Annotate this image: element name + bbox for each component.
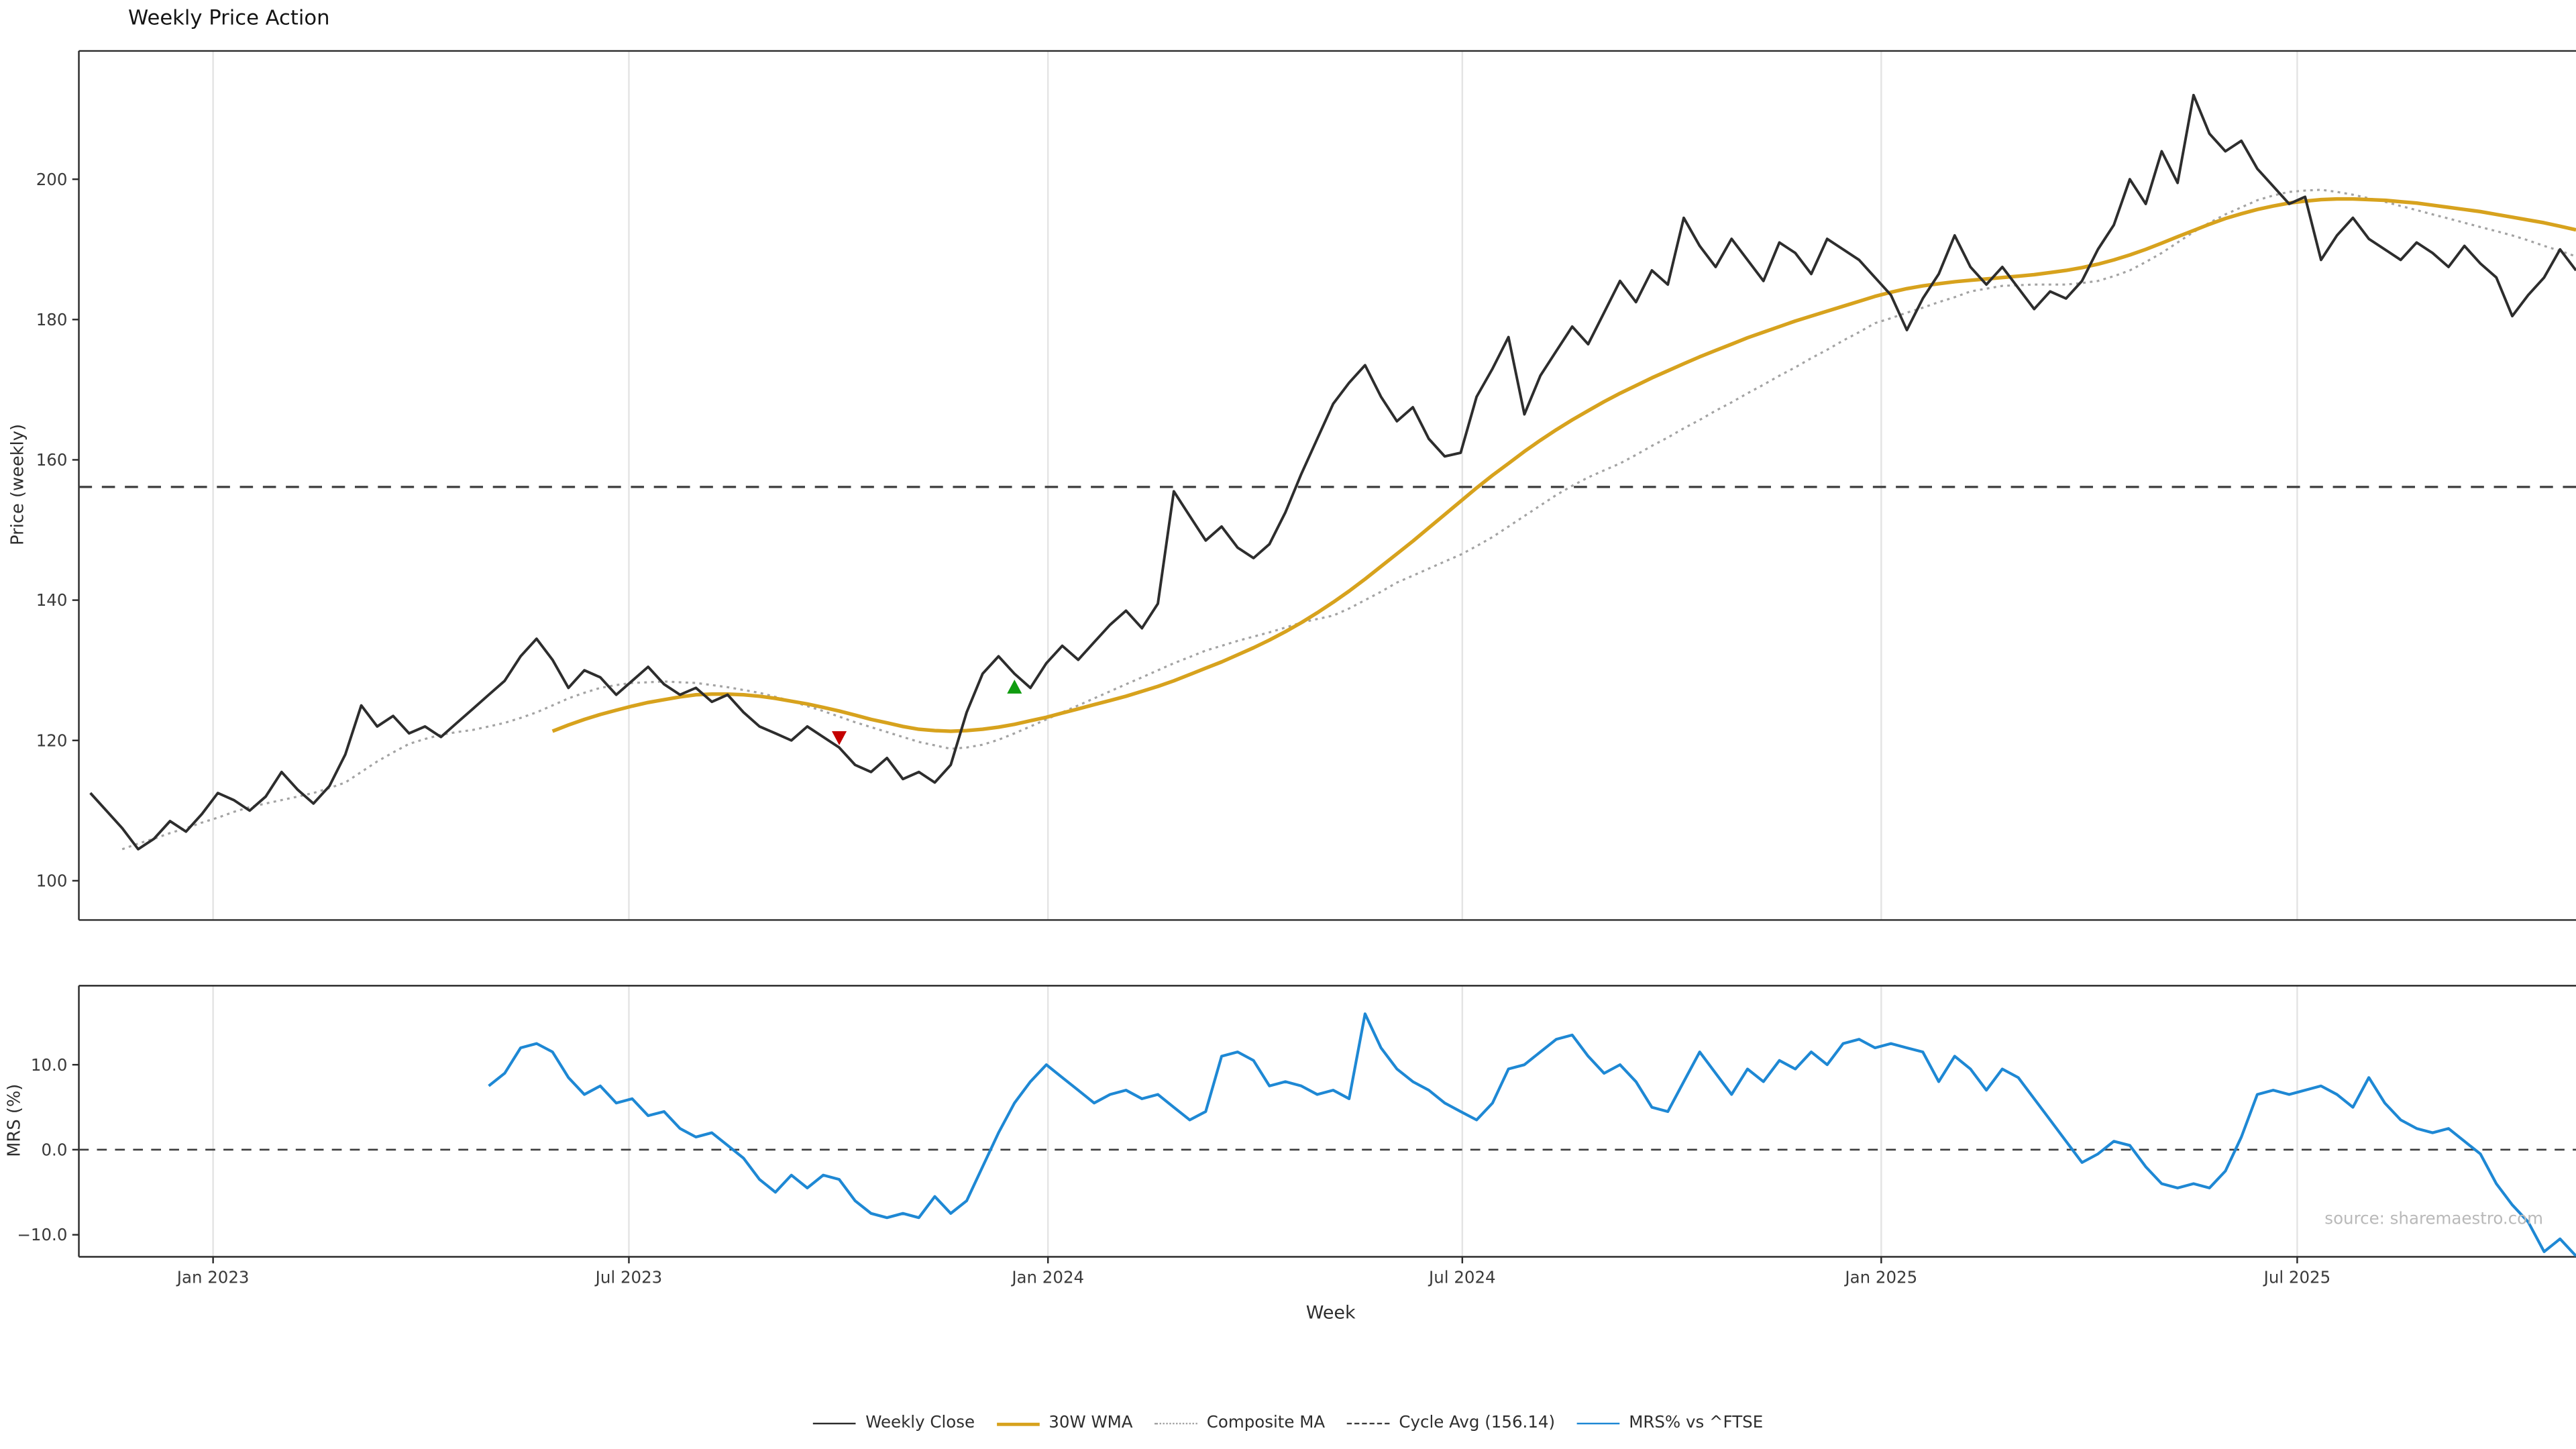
sell-marker — [832, 731, 847, 745]
legend-item-mrs: MRS% vs ^FTSE — [1576, 1415, 1763, 1433]
chart-title: Weekly Price Action — [128, 5, 330, 30]
legend-item-cycle-avg: Cycle Avg (156.14) — [1346, 1415, 1555, 1433]
x-tick-label: Jan 2024 — [1010, 1268, 1084, 1287]
spine-layer — [78, 50, 2576, 1258]
weekly-close-line-swatch — [812, 1422, 856, 1425]
legend-label: Composite MA — [1206, 1414, 1326, 1433]
mrs-vs-ftse-line — [488, 1012, 2576, 1257]
legend: Weekly Close 30W WMA Composite MA Cycle … — [812, 1414, 1763, 1433]
price-y-tick-label: 100 — [36, 871, 68, 890]
price-y-tick-label: 200 — [36, 170, 68, 189]
legend-item-30w-wma: 30W WMA — [996, 1415, 1133, 1433]
wma-line-swatch — [996, 1421, 1039, 1426]
legend-item-weekly-close: Weekly Close — [812, 1414, 975, 1433]
wma-30w-line — [551, 197, 2576, 733]
mrs-y-tick-label: 0.0 — [41, 1140, 67, 1159]
composite-ma-line-swatch — [1154, 1422, 1197, 1425]
price-y-tick-label: 180 — [36, 310, 68, 329]
reference-lines-layer — [78, 486, 2576, 1151]
x-tick-label: Jul 2025 — [2263, 1268, 2331, 1287]
mrs-axis-label: MRS (%) — [5, 1083, 25, 1157]
x-axis-label: Week — [1305, 1301, 1356, 1324]
x-tick-label: Jan 2023 — [176, 1268, 250, 1287]
mrs-y-tick-label: 10.0 — [31, 1055, 67, 1075]
price-y-tick-label: 160 — [36, 450, 68, 470]
mrs-series-layer — [488, 1012, 2576, 1257]
composite-ma-line — [121, 189, 2576, 851]
legend-label: Cycle Avg (156.14) — [1399, 1414, 1556, 1433]
price-axis-label: Price (weekly) — [8, 423, 28, 545]
price-series-layer — [89, 93, 2576, 851]
weekly-close-line — [89, 93, 2576, 851]
mrs-y-tick-label: −10.0 — [17, 1225, 67, 1244]
grid-layer — [212, 50, 2298, 1257]
trade-marker-layer — [832, 680, 1022, 745]
legend-label: Weekly Close — [865, 1414, 975, 1433]
x-tick-label: Jan 2025 — [1843, 1268, 1917, 1287]
legend-label: 30W WMA — [1049, 1414, 1133, 1433]
mrs-line-swatch — [1576, 1422, 1619, 1425]
x-tick-label: Jul 2023 — [594, 1268, 663, 1287]
tick-label-layer: Jan 2023 Jul 2023 Jan 2024 Jul 2024 Jan 2025… — [17, 170, 2330, 1287]
source-watermark: source: sharemaestro.com — [2324, 1210, 2544, 1229]
legend-label: MRS% vs ^FTSE — [1629, 1414, 1764, 1433]
price-y-tick-label: 120 — [36, 731, 68, 750]
cycle-avg-line-swatch — [1346, 1422, 1389, 1425]
price-y-tick-label: 140 — [36, 590, 68, 610]
x-tick-label: Jul 2024 — [1428, 1268, 1496, 1287]
legend-item-composite-ma: Composite MA — [1154, 1415, 1325, 1433]
buy-marker — [1007, 680, 1022, 694]
